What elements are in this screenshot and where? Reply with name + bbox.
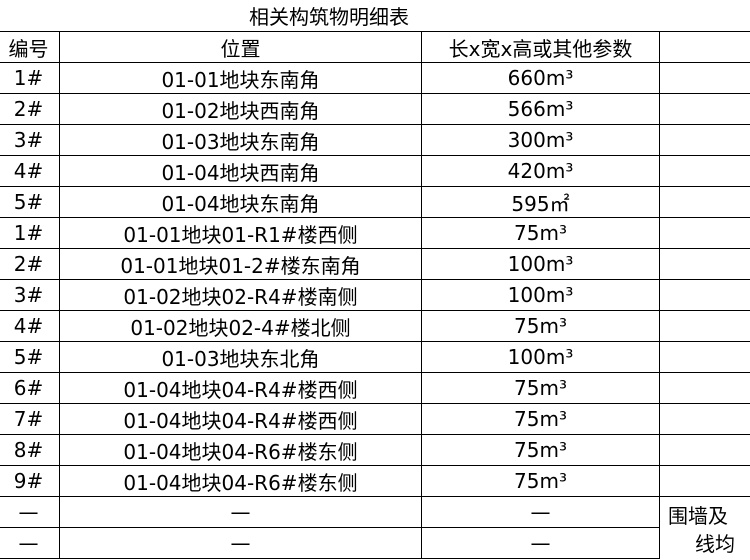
header-cell: 位置 (60, 32, 422, 63)
table-cell: 7# (0, 404, 60, 435)
table-cell: 01-04地块04-R6#楼东侧 (60, 466, 422, 497)
table-cell: 100m³ (422, 342, 660, 373)
empty-cell (660, 156, 750, 187)
title-cell: 相关构筑物明细表 (0, 0, 660, 32)
empty-cell (660, 125, 750, 156)
table-cell: 01-01地块01-R1#楼西侧 (60, 218, 422, 249)
note-text: 围墙及 (668, 504, 728, 528)
empty-cell (660, 435, 750, 466)
table-cell: 75m³ (422, 435, 660, 466)
table-cell: 2# (0, 94, 60, 125)
table-cell: 01-02地块02-4#楼北侧 (60, 311, 422, 342)
table-cell: 420m³ (422, 156, 660, 187)
empty-cell (660, 218, 750, 249)
table-cell: 595㎡ (422, 187, 660, 218)
header-cell: 长x宽x高或其他参数 (422, 32, 660, 63)
table-cell: 5# (0, 342, 60, 373)
table-cell: 01-02地块02-R4#楼南侧 (60, 280, 422, 311)
header-cell-empty (660, 32, 750, 63)
table-cell: 75m³ (422, 311, 660, 342)
empty-cell (660, 63, 750, 94)
table-cell: 01-01地块东南角 (60, 63, 422, 94)
table-cell: 1# (0, 63, 60, 94)
empty-cell (660, 187, 750, 218)
header-cell: 编号 (0, 32, 60, 63)
table-cell: 75m³ (422, 373, 660, 404)
table-cell: 01-04地块东南角 (60, 187, 422, 218)
note-text: 线均 (695, 532, 735, 556)
table-cell: 4# (0, 311, 60, 342)
empty-cell (660, 373, 750, 404)
title-cell-right (660, 0, 750, 32)
table-cell: 01-01地块01-2#楼东南角 (60, 249, 422, 280)
table-cell: — (0, 497, 60, 528)
empty-cell (660, 249, 750, 280)
table-cell: 01-03地块东南角 (60, 125, 422, 156)
empty-cell (660, 404, 750, 435)
table-cell: 01-04地块04-R6#楼东侧 (60, 435, 422, 466)
table-cell: 01-04地块西南角 (60, 156, 422, 187)
table-cell: 1# (0, 218, 60, 249)
table-cell: 01-02地块西南角 (60, 94, 422, 125)
table-cell: 75m³ (422, 404, 660, 435)
table-cell: 8# (0, 435, 60, 466)
table-cell: 2# (0, 249, 60, 280)
table-cell: — (422, 528, 660, 559)
table-cell: 566m³ (422, 94, 660, 125)
table-cell: 4# (0, 156, 60, 187)
table-cell: — (60, 497, 422, 528)
table-cell: 6# (0, 373, 60, 404)
table-cell: 3# (0, 125, 60, 156)
table-cell: 75m³ (422, 218, 660, 249)
table-cell: 01-04地块04-R4#楼西侧 (60, 373, 422, 404)
empty-cell (660, 311, 750, 342)
table-cell: 9# (0, 466, 60, 497)
empty-cell (660, 94, 750, 125)
table-cell: — (60, 528, 422, 559)
table-cell: — (422, 497, 660, 528)
table-cell: — (0, 528, 60, 559)
table-cell: 75m³ (422, 466, 660, 497)
table-cell: 660m³ (422, 63, 660, 94)
table-cell: 5# (0, 187, 60, 218)
empty-cell (660, 342, 750, 373)
table-cell: 01-04地块04-R4#楼西侧 (60, 404, 422, 435)
table-cell: 100m³ (422, 280, 660, 311)
table-cell: 3# (0, 280, 60, 311)
empty-cell (660, 466, 750, 497)
empty-cell (660, 280, 750, 311)
table-cell: 100m³ (422, 249, 660, 280)
table-cell: 01-03地块东北角 (60, 342, 422, 373)
table-cell: 300m³ (422, 125, 660, 156)
